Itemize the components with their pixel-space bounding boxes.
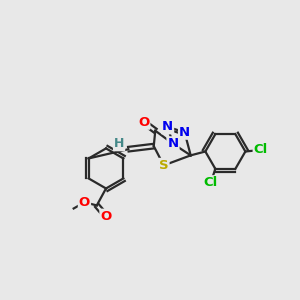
Text: O: O [138,116,149,129]
Text: O: O [100,210,112,223]
Text: Cl: Cl [254,143,268,157]
Text: Cl: Cl [204,176,218,189]
Text: N: N [179,126,190,139]
Text: H: H [114,137,124,150]
Text: N: N [167,137,178,150]
Text: S: S [159,159,169,172]
Text: N: N [162,120,173,134]
Text: O: O [79,196,90,209]
